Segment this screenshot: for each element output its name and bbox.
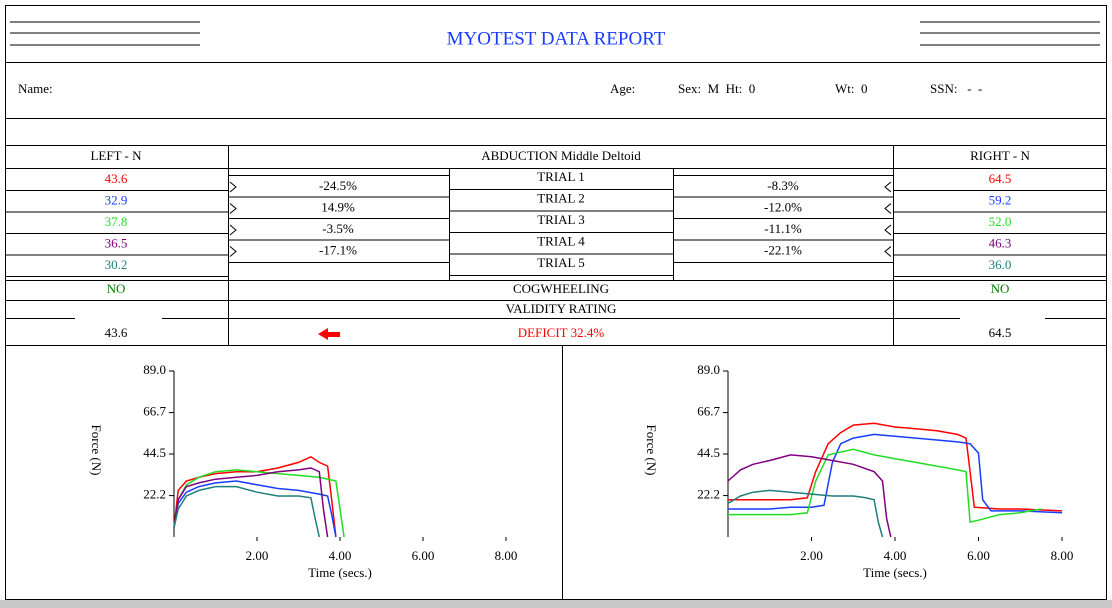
right-diff: -8.3% xyxy=(767,178,799,193)
right-value: 64.5 xyxy=(989,171,1012,186)
force-curve xyxy=(728,448,1042,524)
trial-label: TRIAL 1 xyxy=(537,169,585,184)
diff-marker xyxy=(229,203,237,214)
validity-label: VALIDITY RATING xyxy=(506,301,617,316)
y-axis-label: Force (N) xyxy=(644,425,659,476)
header-rules xyxy=(5,21,1107,146)
x-tick-label: 4.00 xyxy=(884,548,907,563)
left-diff: -24.5% xyxy=(319,178,357,193)
x-tick-label: 2.00 xyxy=(800,548,823,563)
force-curve xyxy=(728,433,1063,514)
diff-marker xyxy=(229,246,237,257)
y-tick-label: 66.7 xyxy=(143,404,166,419)
y-tick-label: 22.2 xyxy=(143,487,166,502)
diff-marker xyxy=(884,246,892,257)
left-diff: -3.5% xyxy=(322,221,354,236)
x-tick-label: 2.00 xyxy=(246,548,269,563)
force-curve xyxy=(173,469,345,538)
y-tick-label: 89.0 xyxy=(143,362,166,377)
right-diff: -12.0% xyxy=(764,199,802,214)
name-label: Name: xyxy=(18,81,53,96)
trial-label: TRIAL 2 xyxy=(537,190,585,205)
x-axis-label: Time (secs.) xyxy=(863,565,927,580)
y-tick-label: 66.7 xyxy=(697,404,720,419)
x-tick-label: 8.00 xyxy=(495,548,518,563)
left-diff: 14.9% xyxy=(321,199,355,214)
right-value: 46.3 xyxy=(989,235,1012,250)
right-diff: -22.1% xyxy=(764,242,802,257)
x-tick-label: 4.00 xyxy=(329,548,352,563)
y-tick-label: 22.2 xyxy=(697,487,720,502)
x-tick-label: 6.00 xyxy=(967,548,990,563)
trial-label: TRIAL 4 xyxy=(537,233,585,248)
x-tick-label: 8.00 xyxy=(1051,548,1074,563)
wt: Wt: 0 xyxy=(835,81,868,96)
left-value: 43.6 xyxy=(105,171,128,186)
diff-marker xyxy=(884,203,892,214)
left-value: 32.9 xyxy=(105,192,128,207)
force-curve xyxy=(173,480,337,538)
ssn: SSN: - - xyxy=(930,81,982,96)
force-curve xyxy=(173,455,337,538)
y-tick-label: 44.5 xyxy=(143,445,166,460)
trial-label: TRIAL 3 xyxy=(537,212,585,227)
y-tick-label: 44.5 xyxy=(697,445,720,460)
table-grid xyxy=(5,145,1107,600)
x-tick-label: 6.00 xyxy=(412,548,435,563)
force-curve xyxy=(173,485,321,538)
cog-left: NO xyxy=(107,281,126,296)
left-total: 43.6 xyxy=(105,325,128,340)
y-tick-label: 89.0 xyxy=(697,362,720,377)
x-axis-label: Time (secs.) xyxy=(308,565,372,580)
status-bar xyxy=(0,600,1112,608)
force-curve xyxy=(727,489,884,538)
force-curve xyxy=(728,422,1063,512)
force-curve xyxy=(173,467,329,538)
left-value: 37.8 xyxy=(105,214,128,229)
right-diff: -11.1% xyxy=(764,221,802,236)
right-value: 52.0 xyxy=(989,214,1012,229)
title: MYOTEST DATA REPORT xyxy=(447,28,666,49)
cog-label: COGWHEELING xyxy=(513,281,609,296)
force-curve xyxy=(727,454,892,538)
frame xyxy=(5,5,1107,600)
diff-marker xyxy=(884,181,892,193)
trial-label: TRIAL 5 xyxy=(537,255,585,270)
left-header: LEFT - N xyxy=(90,148,142,163)
deficit-arrow xyxy=(318,328,340,340)
right-header: RIGHT - N xyxy=(970,148,1030,163)
cog-right: NO xyxy=(991,281,1010,296)
left-value: 30.2 xyxy=(105,257,128,272)
age-label: Age: xyxy=(610,81,635,96)
left-value: 36.5 xyxy=(105,235,128,250)
diff-marker xyxy=(229,224,237,236)
test-name: ABDUCTION Middle Deltoid xyxy=(481,148,641,163)
deficit: DEFICIT 32.4% xyxy=(518,325,605,340)
right-value: 36.0 xyxy=(989,257,1012,272)
right-total: 64.5 xyxy=(989,325,1012,340)
right-value: 59.2 xyxy=(989,192,1012,207)
y-axis-label: Force (N) xyxy=(89,425,104,476)
diff-marker xyxy=(884,224,892,236)
sex-ht: Sex: M Ht: 0 xyxy=(678,81,755,96)
left-diff: -17.1% xyxy=(319,242,357,257)
diff-marker xyxy=(229,181,237,193)
